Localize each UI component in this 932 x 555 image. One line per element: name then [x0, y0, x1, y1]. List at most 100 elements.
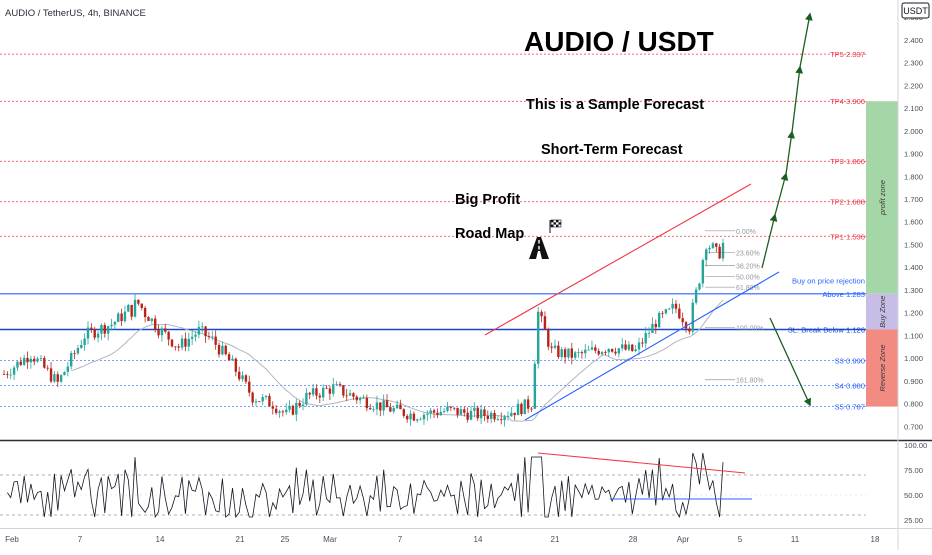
- time-tick-label: 18: [871, 535, 880, 544]
- rsi-pane: [0, 452, 866, 519]
- candle-body: [540, 311, 543, 317]
- candle-body: [130, 304, 133, 317]
- candle-body: [110, 324, 113, 327]
- candle-body: [597, 350, 600, 355]
- forecast-arrows: [761, 12, 813, 407]
- fib-label: 61.80%: [736, 285, 760, 292]
- candle-body: [43, 358, 46, 368]
- candle-body: [456, 407, 459, 415]
- candle-body: [46, 367, 49, 369]
- candle-body: [372, 409, 375, 411]
- candle-body: [332, 384, 335, 394]
- level-label: TP1 1.536: [830, 232, 865, 241]
- candle-body: [174, 346, 177, 348]
- candle-body: [100, 325, 103, 334]
- candle-body: [385, 400, 389, 408]
- candle-body: [345, 395, 348, 397]
- price-tick-label: 1.600: [904, 218, 923, 227]
- candle-body: [298, 402, 301, 406]
- candle-body: [506, 416, 510, 418]
- price-tick-label: 1.300: [904, 286, 923, 295]
- candle-body: [348, 393, 352, 396]
- candle-body: [486, 415, 490, 419]
- forecast-arrow-up: [799, 12, 813, 68]
- candle-body: [80, 344, 83, 349]
- candle-body: [715, 243, 718, 247]
- rsi-tick-label: 75.00: [904, 466, 923, 475]
- candle-body: [523, 399, 526, 415]
- candle-body: [674, 303, 678, 309]
- candle-body: [325, 387, 328, 389]
- candle-body: [684, 322, 688, 329]
- candle-body: [513, 412, 516, 416]
- candle-body: [721, 242, 725, 259]
- candle-body: [668, 308, 671, 310]
- time-tick-label: Mar: [323, 535, 337, 544]
- candle-body: [274, 408, 278, 413]
- price-tick-label: 2.300: [904, 59, 923, 68]
- level-label: Buy on price rejection: [792, 276, 865, 285]
- time-tick-label: 5: [738, 535, 743, 544]
- candle-body: [305, 392, 308, 405]
- candle-body: [190, 336, 194, 339]
- time-tick-label: 21: [236, 535, 245, 544]
- candle-body: [224, 345, 227, 355]
- candle-body: [573, 352, 577, 358]
- candle-body: [493, 412, 496, 420]
- price-tick-label: 1.200: [904, 309, 923, 318]
- candle-body: [412, 413, 416, 421]
- candle-body: [432, 410, 436, 413]
- candle-body: [207, 336, 211, 338]
- candle-body: [184, 338, 187, 347]
- candle-body: [36, 358, 39, 362]
- price-tick-label: 2.100: [904, 104, 923, 113]
- lower-trend-line: [524, 271, 780, 421]
- candle-body: [365, 398, 369, 409]
- forecast-arrow-up: [774, 172, 789, 216]
- candle-body: [234, 358, 238, 372]
- fib-label: 161.80%: [736, 378, 764, 385]
- candle-body: [694, 289, 698, 303]
- level-lines: TP5 2.337 TP4 3.906 TP3 1.866 TP2 1.688 TP1 …: [0, 50, 866, 412]
- candle-body: [258, 401, 261, 403]
- candle-body: [150, 318, 154, 322]
- candle-body: [187, 338, 190, 347]
- candle-body: [600, 352, 604, 355]
- candle-body: [483, 409, 486, 416]
- candle-body: [358, 398, 362, 401]
- candle-body: [291, 405, 295, 415]
- candle-body: [120, 313, 123, 322]
- roadmap-line1: Big Profit: [455, 192, 520, 208]
- candle-body: [83, 338, 86, 345]
- price-tick-label: 1.100: [904, 331, 923, 340]
- candle-body: [268, 395, 271, 407]
- level-label: S5 0.787: [835, 403, 865, 412]
- candle-body: [688, 328, 691, 332]
- candle-body: [338, 384, 342, 386]
- candle-body: [140, 303, 143, 308]
- time-tick-label: 7: [78, 535, 83, 544]
- candle-body: [261, 396, 264, 402]
- candle-body: [553, 345, 557, 348]
- time-tick-label: 14: [474, 535, 483, 544]
- candle-body: [664, 309, 668, 314]
- candle-body: [577, 352, 580, 353]
- candle-body: [426, 413, 429, 415]
- candle-body: [644, 333, 647, 344]
- candle-body: [701, 260, 705, 284]
- candle-body: [355, 396, 358, 401]
- time-axis[interactable]: Feb 7 14 21 25 Mar 7 14 21 28 Apr 5 11 18: [0, 528, 932, 545]
- candle-body: [473, 407, 476, 411]
- candle-body: [516, 403, 520, 416]
- candle-body: [419, 419, 422, 421]
- candle-body: [352, 393, 355, 397]
- price-tick-label: 2.400: [904, 36, 923, 45]
- candle-body: [624, 344, 627, 350]
- price-tick-label: 2.200: [904, 81, 923, 90]
- profit-zone: [866, 101, 898, 294]
- currency-badge[interactable]: USDT: [901, 2, 930, 19]
- candle-body: [389, 407, 392, 412]
- candle-body: [251, 392, 254, 403]
- reverse-zone: [866, 329, 898, 407]
